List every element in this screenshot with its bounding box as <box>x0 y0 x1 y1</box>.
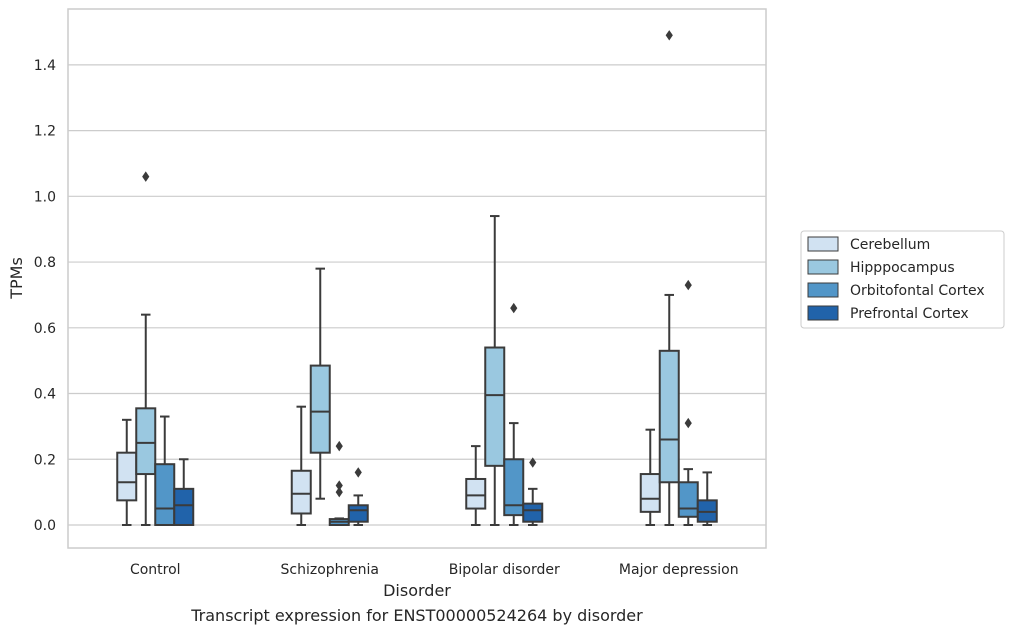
box-iqr <box>309 364 331 454</box>
legend-label: Prefrontal Cortex <box>850 306 969 322</box>
box-group <box>465 445 487 526</box>
outlier-point <box>510 302 518 314</box>
legend-swatch <box>807 259 839 275</box>
box-iqr <box>503 458 525 517</box>
y-tick-label: 1.0 <box>34 189 56 205</box>
outlier-point <box>335 480 343 491</box>
y-tick-label: 0.2 <box>34 452 56 468</box>
x-tick-label: Control <box>130 562 181 578</box>
y-tick-labels: 0.0 0.2 0.4 0.6 0.8 1.0 1.2 1.4 <box>34 58 56 534</box>
chart-caption: Transcript expression for ENST0000052426… <box>191 606 643 625</box>
outlier-point <box>684 279 692 291</box>
box-iqr <box>639 473 661 513</box>
outlier-point <box>142 171 150 182</box>
y-tick-label: 0.6 <box>34 321 56 337</box>
outlier-point <box>335 440 343 452</box>
box-group <box>522 457 544 526</box>
outlier-point <box>335 486 343 498</box>
box-group <box>290 405 312 526</box>
legend-items: Cerebellum Hipppocampus Orbitofontal Corte… <box>807 236 985 322</box>
box-iqr <box>347 504 369 523</box>
box-group <box>154 415 176 526</box>
y-tick-label: 0.0 <box>34 518 56 534</box>
y-tick-label: 1.2 <box>34 124 56 140</box>
legend-label: Hipppocampus <box>850 260 955 276</box>
outlier-point <box>529 457 537 468</box>
y-tick-label: 0.8 <box>34 255 56 271</box>
y-tick-label: 0.4 <box>34 387 56 403</box>
box-group <box>677 279 699 526</box>
box-iqr <box>677 481 699 518</box>
box-group <box>309 267 331 500</box>
legend-frame <box>800 230 1005 329</box>
outlier-point <box>665 30 673 41</box>
box-iqr <box>658 349 680 484</box>
legend: Cerebellum Hipppocampus Orbitofontal Corte… <box>800 230 1005 329</box>
x-tick-label: Schizophrenia <box>281 562 379 578</box>
legend-swatch <box>807 305 839 321</box>
legend-label: Orbitofontal Cortex <box>850 283 985 299</box>
x-tick-label: Major depression <box>619 562 739 578</box>
box-group <box>173 458 195 526</box>
box-iqr <box>173 487 195 526</box>
legend-label: Cerebellum <box>850 237 930 253</box>
box-group <box>347 467 369 526</box>
y-axis-label: TPMs <box>7 257 26 300</box>
boxes-layer <box>116 30 718 526</box>
box-iqr <box>522 502 544 523</box>
box-iqr <box>290 469 312 515</box>
x-tick-labels: Control Schizophrenia Bipolar disorder Majo… <box>130 562 739 578</box>
box-iqr <box>116 451 138 502</box>
y-tick-label: 1.4 <box>34 58 56 74</box>
box-group <box>116 418 138 526</box>
box-iqr <box>154 463 176 526</box>
box-group <box>328 440 350 526</box>
box-group <box>135 171 157 526</box>
box-group <box>503 302 525 526</box>
box-group <box>639 428 661 526</box>
plot-frame <box>67 8 767 549</box>
box-iqr <box>484 346 506 467</box>
box-iqr <box>135 407 157 476</box>
x-axis-label: Disorder <box>383 581 451 600</box>
box-group <box>696 471 718 526</box>
box-iqr <box>465 477 487 510</box>
legend-swatch <box>807 282 839 298</box>
box-group <box>658 30 680 526</box>
outlier-point <box>684 417 692 429</box>
box-group <box>484 215 506 526</box>
x-tick-label: Bipolar disorder <box>449 562 560 578</box>
legend-swatch <box>807 236 839 252</box>
outlier-point <box>354 467 362 478</box>
